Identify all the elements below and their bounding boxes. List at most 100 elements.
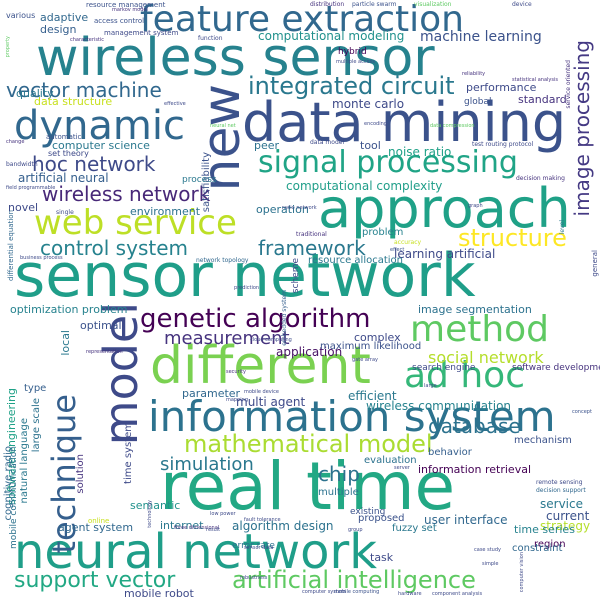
word: time system bbox=[123, 422, 134, 484]
word: region bbox=[534, 539, 566, 550]
word: wireless network bbox=[42, 182, 211, 206]
word: multi agent bbox=[236, 395, 306, 409]
word: statistical analysis bbox=[512, 77, 558, 83]
word: task bbox=[370, 551, 394, 564]
word: structure bbox=[458, 224, 567, 252]
word: sensor network bbox=[14, 241, 476, 311]
word: type bbox=[24, 383, 47, 394]
word: bandwidth bbox=[6, 161, 38, 168]
word: software development bbox=[512, 363, 600, 373]
word: component analysis bbox=[432, 591, 483, 597]
word: parameter bbox=[182, 387, 241, 400]
word: measurement bbox=[164, 328, 290, 349]
word: management system bbox=[104, 29, 179, 37]
word: cloud computing bbox=[250, 337, 292, 343]
word: hardware bbox=[398, 591, 422, 597]
word: server bbox=[394, 465, 410, 471]
word: device bbox=[512, 1, 532, 8]
word: computational complexity bbox=[286, 179, 443, 193]
word: peer bbox=[254, 139, 280, 152]
word: neural network bbox=[14, 524, 378, 580]
word: data mining bbox=[242, 91, 567, 154]
word: representation bbox=[86, 349, 123, 355]
word: mobile computing bbox=[334, 589, 380, 595]
word: natural language bbox=[19, 418, 30, 504]
word: change bbox=[6, 139, 25, 145]
word: mobile robot bbox=[124, 587, 194, 600]
word: algorithm design bbox=[232, 519, 334, 533]
word: resource allocation bbox=[308, 255, 404, 266]
word: performance bbox=[466, 81, 537, 94]
word: technology bbox=[147, 500, 153, 528]
word: gate array bbox=[352, 357, 378, 363]
word: reliability bbox=[462, 71, 486, 77]
word: integrated circuit bbox=[248, 72, 455, 100]
word: fuzzy set bbox=[392, 523, 437, 534]
word: information retrieval bbox=[418, 463, 531, 476]
word: effective bbox=[164, 101, 186, 107]
word: image processing bbox=[570, 40, 594, 217]
word: remote sensing bbox=[536, 479, 583, 486]
word: constraint bbox=[512, 543, 563, 554]
word: differential equation bbox=[7, 210, 15, 282]
word: effect bbox=[390, 247, 405, 253]
word: low power bbox=[210, 511, 236, 517]
word: wireless communication bbox=[366, 399, 512, 413]
word: robustness bbox=[240, 575, 268, 581]
word: monte carlo bbox=[332, 97, 405, 111]
word: visualization bbox=[414, 1, 452, 8]
word: application bbox=[276, 345, 343, 359]
word: multiple bbox=[318, 487, 359, 498]
word: group bbox=[348, 527, 363, 533]
word: function bbox=[198, 35, 223, 42]
word: semantic bbox=[130, 499, 181, 512]
word: fault tolerance bbox=[244, 517, 281, 523]
word: large bbox=[424, 383, 437, 389]
word: resource management bbox=[86, 1, 166, 9]
word: concept bbox=[572, 409, 592, 415]
word: machine learning bbox=[420, 29, 542, 45]
word: data structure bbox=[34, 95, 113, 108]
word: learning artificial bbox=[394, 247, 496, 261]
word: neural net bbox=[210, 123, 236, 129]
word: service oriented bbox=[565, 60, 572, 109]
word: wireless sensor bbox=[36, 28, 435, 88]
word: operation bbox=[256, 203, 309, 216]
word: field programmable bbox=[6, 185, 56, 191]
word: problem bbox=[362, 227, 404, 238]
word: test routing protocol bbox=[472, 141, 534, 148]
word: evaluation bbox=[364, 455, 417, 466]
word: sensor data bbox=[244, 545, 274, 551]
word: encoding bbox=[364, 121, 387, 127]
word: property bbox=[5, 36, 11, 58]
word: time series bbox=[514, 523, 575, 536]
word: various bbox=[6, 11, 36, 20]
word: computer vision bbox=[519, 552, 525, 593]
word: traditional bbox=[296, 231, 327, 238]
word: different bbox=[150, 336, 371, 396]
word: maximum likelihood bbox=[320, 341, 422, 352]
word: computational modeling bbox=[258, 29, 405, 43]
word: real time bbox=[160, 448, 456, 525]
word: dynamic bbox=[14, 103, 185, 149]
word: computer science bbox=[52, 139, 150, 152]
word: case study bbox=[474, 547, 501, 553]
word: particle swarm bbox=[352, 1, 397, 8]
word: decision making bbox=[516, 175, 565, 182]
word: simple bbox=[482, 561, 499, 567]
word: accuracy bbox=[394, 239, 422, 246]
word: single bbox=[56, 209, 74, 216]
word: mobile communication bbox=[9, 446, 19, 549]
word: service bbox=[540, 497, 583, 511]
word: multiple access bbox=[336, 59, 375, 65]
word: signal processing bbox=[258, 145, 518, 180]
word: strategy bbox=[540, 519, 591, 533]
word: adaptive bbox=[40, 11, 89, 24]
word: mechanism bbox=[514, 435, 572, 446]
word: design bbox=[40, 23, 77, 36]
word: network topology bbox=[196, 257, 249, 264]
word: information system bbox=[148, 392, 556, 441]
word: standard bbox=[518, 93, 567, 106]
word: scheme bbox=[291, 258, 301, 294]
word: method bbox=[410, 309, 550, 350]
